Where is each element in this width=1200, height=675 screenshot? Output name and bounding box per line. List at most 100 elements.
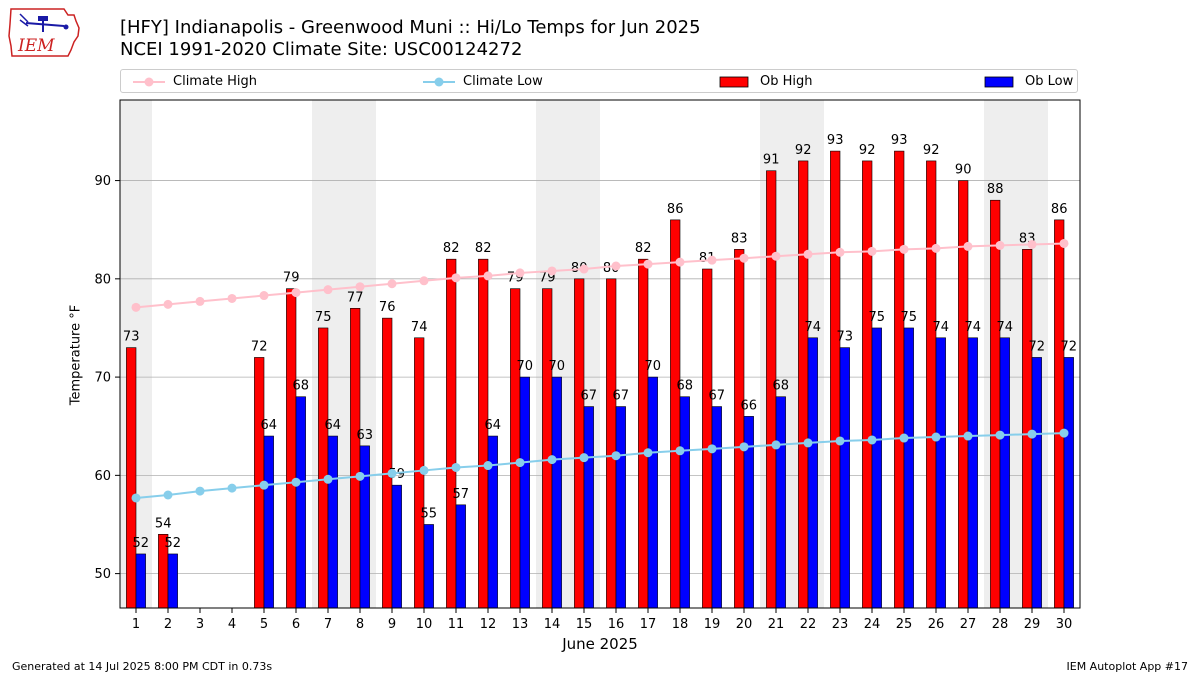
ob-low-bar-26 — [935, 337, 946, 609]
x-tick-label-13: 13 — [512, 617, 529, 632]
chart-title: [HFY] Indianapolis - Greenwood Muni :: H… — [120, 17, 701, 38]
ob-low-bar-17 — [647, 376, 658, 609]
climate-high-point-13 — [515, 268, 525, 278]
ob-low-label-8: 63 — [357, 428, 374, 443]
ob-low-bar-11 — [455, 504, 466, 609]
y-tick-label-70: 70 — [94, 371, 111, 386]
ob-high-bar-25 — [894, 150, 905, 609]
x-tick-label-21: 21 — [768, 617, 785, 632]
ob-high-label-8: 77 — [347, 290, 364, 305]
ob-high-bar-18 — [670, 219, 681, 609]
ob-high-bar-12 — [478, 258, 489, 609]
legend: Climate High Climate Low Ob High Ob Low — [120, 69, 1078, 93]
y-tick-label-90: 90 — [94, 174, 111, 189]
climate-low-point-7 — [323, 474, 333, 484]
x-tick-label-2: 2 — [164, 617, 172, 632]
climate-high-point-19 — [707, 255, 717, 265]
ob-low-label-15: 67 — [581, 389, 598, 404]
ob-low-bar-5 — [263, 435, 274, 609]
ob-high-bar-29 — [1022, 249, 1033, 609]
ob-low-label-27: 74 — [965, 320, 982, 335]
y-tick-label-60: 60 — [94, 469, 111, 484]
ob-low-label-17: 70 — [645, 359, 662, 374]
climate-high-point-18 — [675, 257, 685, 267]
climate-low-point-16 — [611, 451, 621, 461]
ob-low-label-7: 64 — [325, 418, 342, 433]
ob-low-bar-23 — [839, 347, 850, 609]
x-tick-label-12: 12 — [480, 617, 497, 632]
ob-high-label-6: 79 — [283, 271, 300, 286]
ob-high-label-24: 92 — [859, 143, 876, 158]
climate-high-point-16 — [611, 261, 621, 271]
ob-low-label-10: 55 — [421, 506, 438, 521]
climate-low-point-22 — [803, 438, 813, 448]
climate-low-point-27 — [963, 431, 973, 441]
ob-high-label-17: 82 — [635, 241, 652, 256]
ob-high-label-28: 88 — [987, 182, 1004, 197]
ob-low-bar-14 — [551, 376, 562, 609]
ob-low-bar-9 — [391, 484, 402, 609]
legend-label-climate-high: Climate High — [173, 74, 258, 89]
climate-low-point-12 — [483, 461, 493, 471]
ob-high-bar-24 — [862, 160, 873, 609]
x-tick-label-3: 3 — [196, 617, 204, 632]
climate-high-point-1 — [131, 302, 141, 312]
climate-high-point-21 — [771, 251, 781, 261]
ob-high-bar-23 — [830, 150, 841, 609]
ob-low-label-26: 74 — [933, 320, 950, 335]
ob-high-bar-22 — [798, 160, 809, 609]
x-tick-label-1: 1 — [132, 617, 140, 632]
ob-low-label-1: 52 — [133, 536, 150, 551]
ob-high-bar-30 — [1054, 219, 1065, 609]
x-tick-label-18: 18 — [672, 617, 689, 632]
legend-marker-ob-high — [719, 76, 749, 88]
ob-high-label-22: 92 — [795, 143, 812, 158]
climate-high-point-2 — [163, 299, 173, 309]
x-tick-label-5: 5 — [260, 617, 268, 632]
x-tick-label-8: 8 — [356, 617, 364, 632]
legend-label-ob-high: Ob High — [760, 74, 813, 89]
ob-low-label-14: 70 — [549, 359, 566, 374]
y-axis-label: Temperature °F — [68, 304, 84, 406]
climate-low-point-6 — [291, 477, 301, 487]
app-credit: IEM Autoplot App #17 — [1066, 660, 1189, 673]
climate-high-point-23 — [835, 247, 845, 257]
ob-low-bar-8 — [359, 445, 370, 609]
x-tick-label-4: 4 — [228, 617, 236, 632]
ob-low-label-21: 68 — [773, 379, 790, 394]
ob-high-bar-14 — [542, 288, 553, 609]
climate-high-point-5 — [259, 291, 269, 301]
ob-high-label-26: 92 — [923, 143, 940, 158]
legend-marker-ob-low — [984, 76, 1014, 88]
x-tick-label-7: 7 — [324, 617, 332, 632]
ob-high-bar-17 — [638, 258, 649, 609]
climate-low-point-19 — [707, 444, 717, 454]
ob-low-label-5: 64 — [261, 418, 278, 433]
x-tick-label-23: 23 — [832, 617, 849, 632]
ob-low-label-19: 67 — [709, 389, 726, 404]
x-tick-label-19: 19 — [704, 617, 721, 632]
climate-low-point-29 — [1027, 429, 1037, 439]
climate-low-point-17 — [643, 448, 653, 458]
climate-low-point-5 — [259, 480, 269, 490]
climate-low-point-26 — [931, 432, 941, 442]
climate-high-line — [135, 242, 1065, 309]
climate-low-point-30 — [1059, 428, 1069, 438]
ob-low-bar-7 — [327, 435, 338, 609]
climate-high-point-25 — [899, 244, 909, 254]
climate-high-point-6 — [291, 288, 301, 298]
ob-low-bar-29 — [1031, 357, 1042, 609]
x-tick-label-25: 25 — [896, 617, 913, 632]
x-tick-label-22: 22 — [800, 617, 817, 632]
climate-high-point-4 — [227, 293, 237, 303]
ob-low-bar-25 — [903, 327, 914, 609]
climate-high-point-11 — [451, 273, 461, 283]
ob-low-label-28: 74 — [997, 320, 1014, 335]
ob-low-label-16: 67 — [613, 389, 630, 404]
ob-high-bar-15 — [574, 278, 585, 609]
ob-high-bar-11 — [446, 258, 457, 609]
climate-high-point-14 — [547, 266, 557, 276]
ob-low-label-24: 75 — [869, 310, 886, 325]
ob-low-bar-13 — [519, 376, 530, 609]
